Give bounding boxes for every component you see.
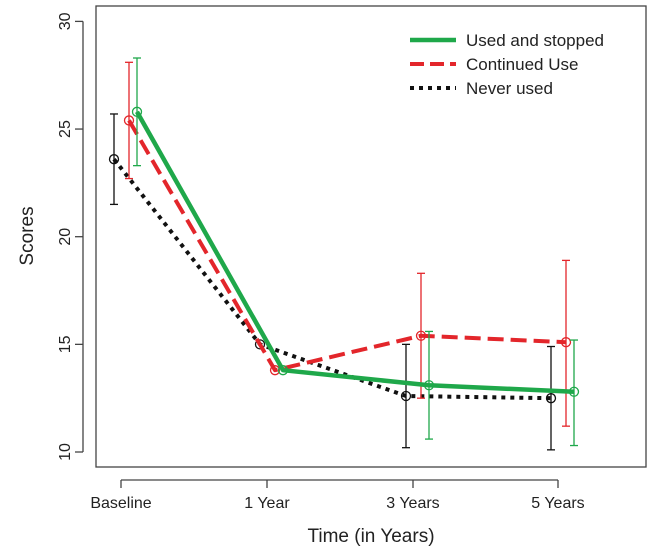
y-tick-label-15: 15 <box>57 335 74 353</box>
data-point-never-used-2 <box>400 390 412 402</box>
series-continued-use <box>123 61 572 427</box>
data-point-continued-use-0 <box>123 115 135 126</box>
data-point-continued-use-1 <box>269 365 281 376</box>
legend-label-never-used: Never used <box>466 79 553 98</box>
y-tick-label-25: 25 <box>57 120 74 138</box>
data-point-used-and-stopped-0 <box>131 106 143 117</box>
x-axis: Baseline 1 Year 3 Years 5 Years <box>90 479 585 512</box>
series-layer <box>108 57 580 451</box>
x-tick-label-3-years: 3 Years <box>386 495 439 512</box>
x-tick-label-1-year: 1 Year <box>244 495 290 512</box>
data-point-continued-use-3 <box>560 337 572 348</box>
data-point-never-used-1 <box>254 339 266 350</box>
x-axis-title: Time (in Years) <box>307 526 434 547</box>
y-tick-label-30: 30 <box>57 12 74 30</box>
x-tick-label-baseline: Baseline <box>90 495 151 512</box>
series-never-used <box>108 113 557 451</box>
data-point-used-and-stopped-2 <box>423 380 435 391</box>
legend-label-continued-use: Continued Use <box>466 55 578 74</box>
data-point-never-used-3 <box>545 393 557 404</box>
series-used-and-stopped <box>131 57 580 447</box>
data-point-continued-use-2 <box>415 330 427 341</box>
legend: Used and stopped Continued Use Never used <box>410 31 604 98</box>
legend-label-used-and-stopped: Used and stopped <box>466 31 604 50</box>
plot-frame <box>95 5 647 468</box>
data-point-used-and-stopped-1 <box>277 365 289 376</box>
series-line-continued-use <box>127 119 567 373</box>
y-axis-title: Scores <box>17 206 38 265</box>
data-point-used-and-stopped-3 <box>568 386 580 397</box>
y-axis: 10 15 20 25 30 <box>57 12 84 461</box>
y-tick-label-20: 20 <box>57 228 74 246</box>
data-point-never-used-0 <box>108 154 120 165</box>
y-tick-label-10: 10 <box>57 443 74 461</box>
series-line-never-used <box>112 157 552 401</box>
series-line-used-and-stopped <box>135 110 575 394</box>
x-tick-label-5-years: 5 Years <box>531 495 584 512</box>
